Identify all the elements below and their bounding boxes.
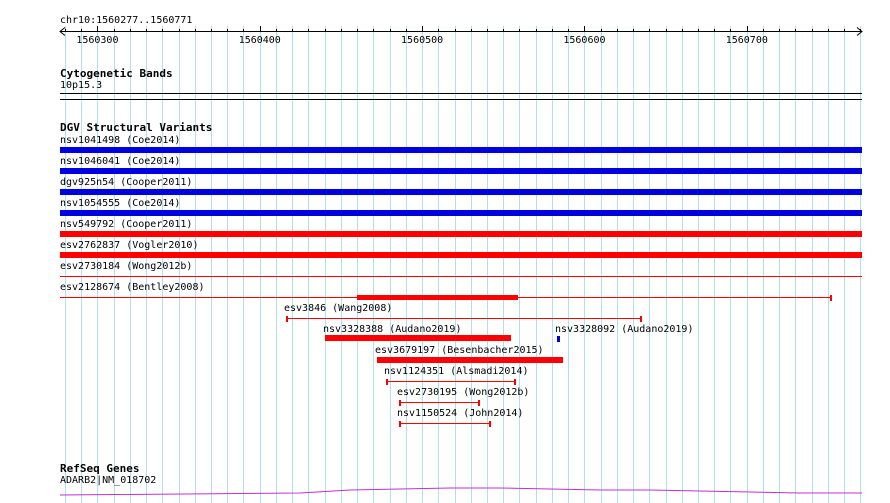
variant-bar — [60, 168, 862, 174]
variant-label[interactable]: esv2762837 (Vogler2010) — [60, 240, 199, 251]
variant-end-cap — [640, 316, 642, 322]
variant-label[interactable]: nsv1150524 (John2014) — [397, 408, 524, 419]
variant-bar — [60, 252, 862, 258]
variant-bar — [377, 357, 563, 363]
variant-label[interactable]: nsv3328092 (Audano2019) — [555, 324, 694, 335]
variant-start-cap — [386, 379, 388, 385]
variant-bar — [557, 336, 560, 342]
variant-label[interactable]: nsv1124351 (Alsmadi2014) — [384, 366, 529, 377]
variant-end-cap — [478, 400, 480, 406]
ruler-tick-label: 1560400 — [238, 35, 281, 46]
variant-label[interactable]: esv2730184 (Wong2012b) — [60, 261, 193, 272]
ruler-tick-label: 1560300 — [76, 35, 119, 46]
variant-label[interactable]: esv3679197 (Besenbacher2015) — [375, 345, 544, 356]
variant-label[interactable]: nsv1054555 (Coe2014) — [60, 198, 181, 209]
dgv-track-title: DGV Structural Variants — [60, 121, 213, 134]
variant-label[interactable]: esv2128674 (Bentley2008) — [60, 282, 205, 293]
variant-label[interactable]: nsv549792 (Cooper2011) — [60, 219, 193, 230]
ruler-tick-label: 1560500 — [401, 35, 444, 46]
variant-label[interactable]: dgv925n54 (Cooper2011) — [60, 177, 193, 188]
variant-end-cap — [514, 379, 516, 385]
variant-label[interactable]: nsv3328388 (Audano2019) — [323, 324, 462, 335]
cytoband-label: 10p15.3 — [60, 80, 103, 91]
refseq-gene-line — [59, 487, 862, 496]
variant-bar — [60, 231, 862, 237]
variant-label[interactable]: nsv1041498 (Coe2014) — [60, 135, 181, 146]
ruler-right-arrow — [856, 27, 863, 36]
variant-start-cap — [399, 400, 401, 406]
variant-bar — [60, 189, 862, 195]
variant-bar — [325, 335, 511, 341]
refseq-track-title: RefSeq Genes — [60, 462, 140, 475]
variant-label[interactable]: esv3846 (Wang2008) — [284, 303, 393, 314]
coordinate-label: chr10:1560277..1560771 — [60, 15, 193, 26]
cytoband-track-title: Cytogenetic Bands — [60, 67, 173, 80]
variant-end-cap — [489, 421, 491, 427]
ruler-tick-label: 1560600 — [563, 35, 606, 46]
ruler-left-arrow — [59, 27, 66, 36]
variant-label[interactable]: esv2730195 (Wong2012b) — [397, 387, 530, 398]
variant-start-cap — [286, 316, 288, 322]
refseq-gene-label[interactable]: ADARB2|NM_018702 — [60, 475, 157, 486]
variant-block — [357, 295, 518, 300]
variant-start-cap — [399, 421, 401, 427]
variant-bar — [60, 210, 862, 216]
variant-label[interactable]: nsv1046041 (Coe2014) — [60, 156, 181, 167]
ruler-tick-label: 1560700 — [725, 35, 768, 46]
variant-end-cap — [830, 295, 832, 301]
variant-bar — [60, 147, 862, 153]
